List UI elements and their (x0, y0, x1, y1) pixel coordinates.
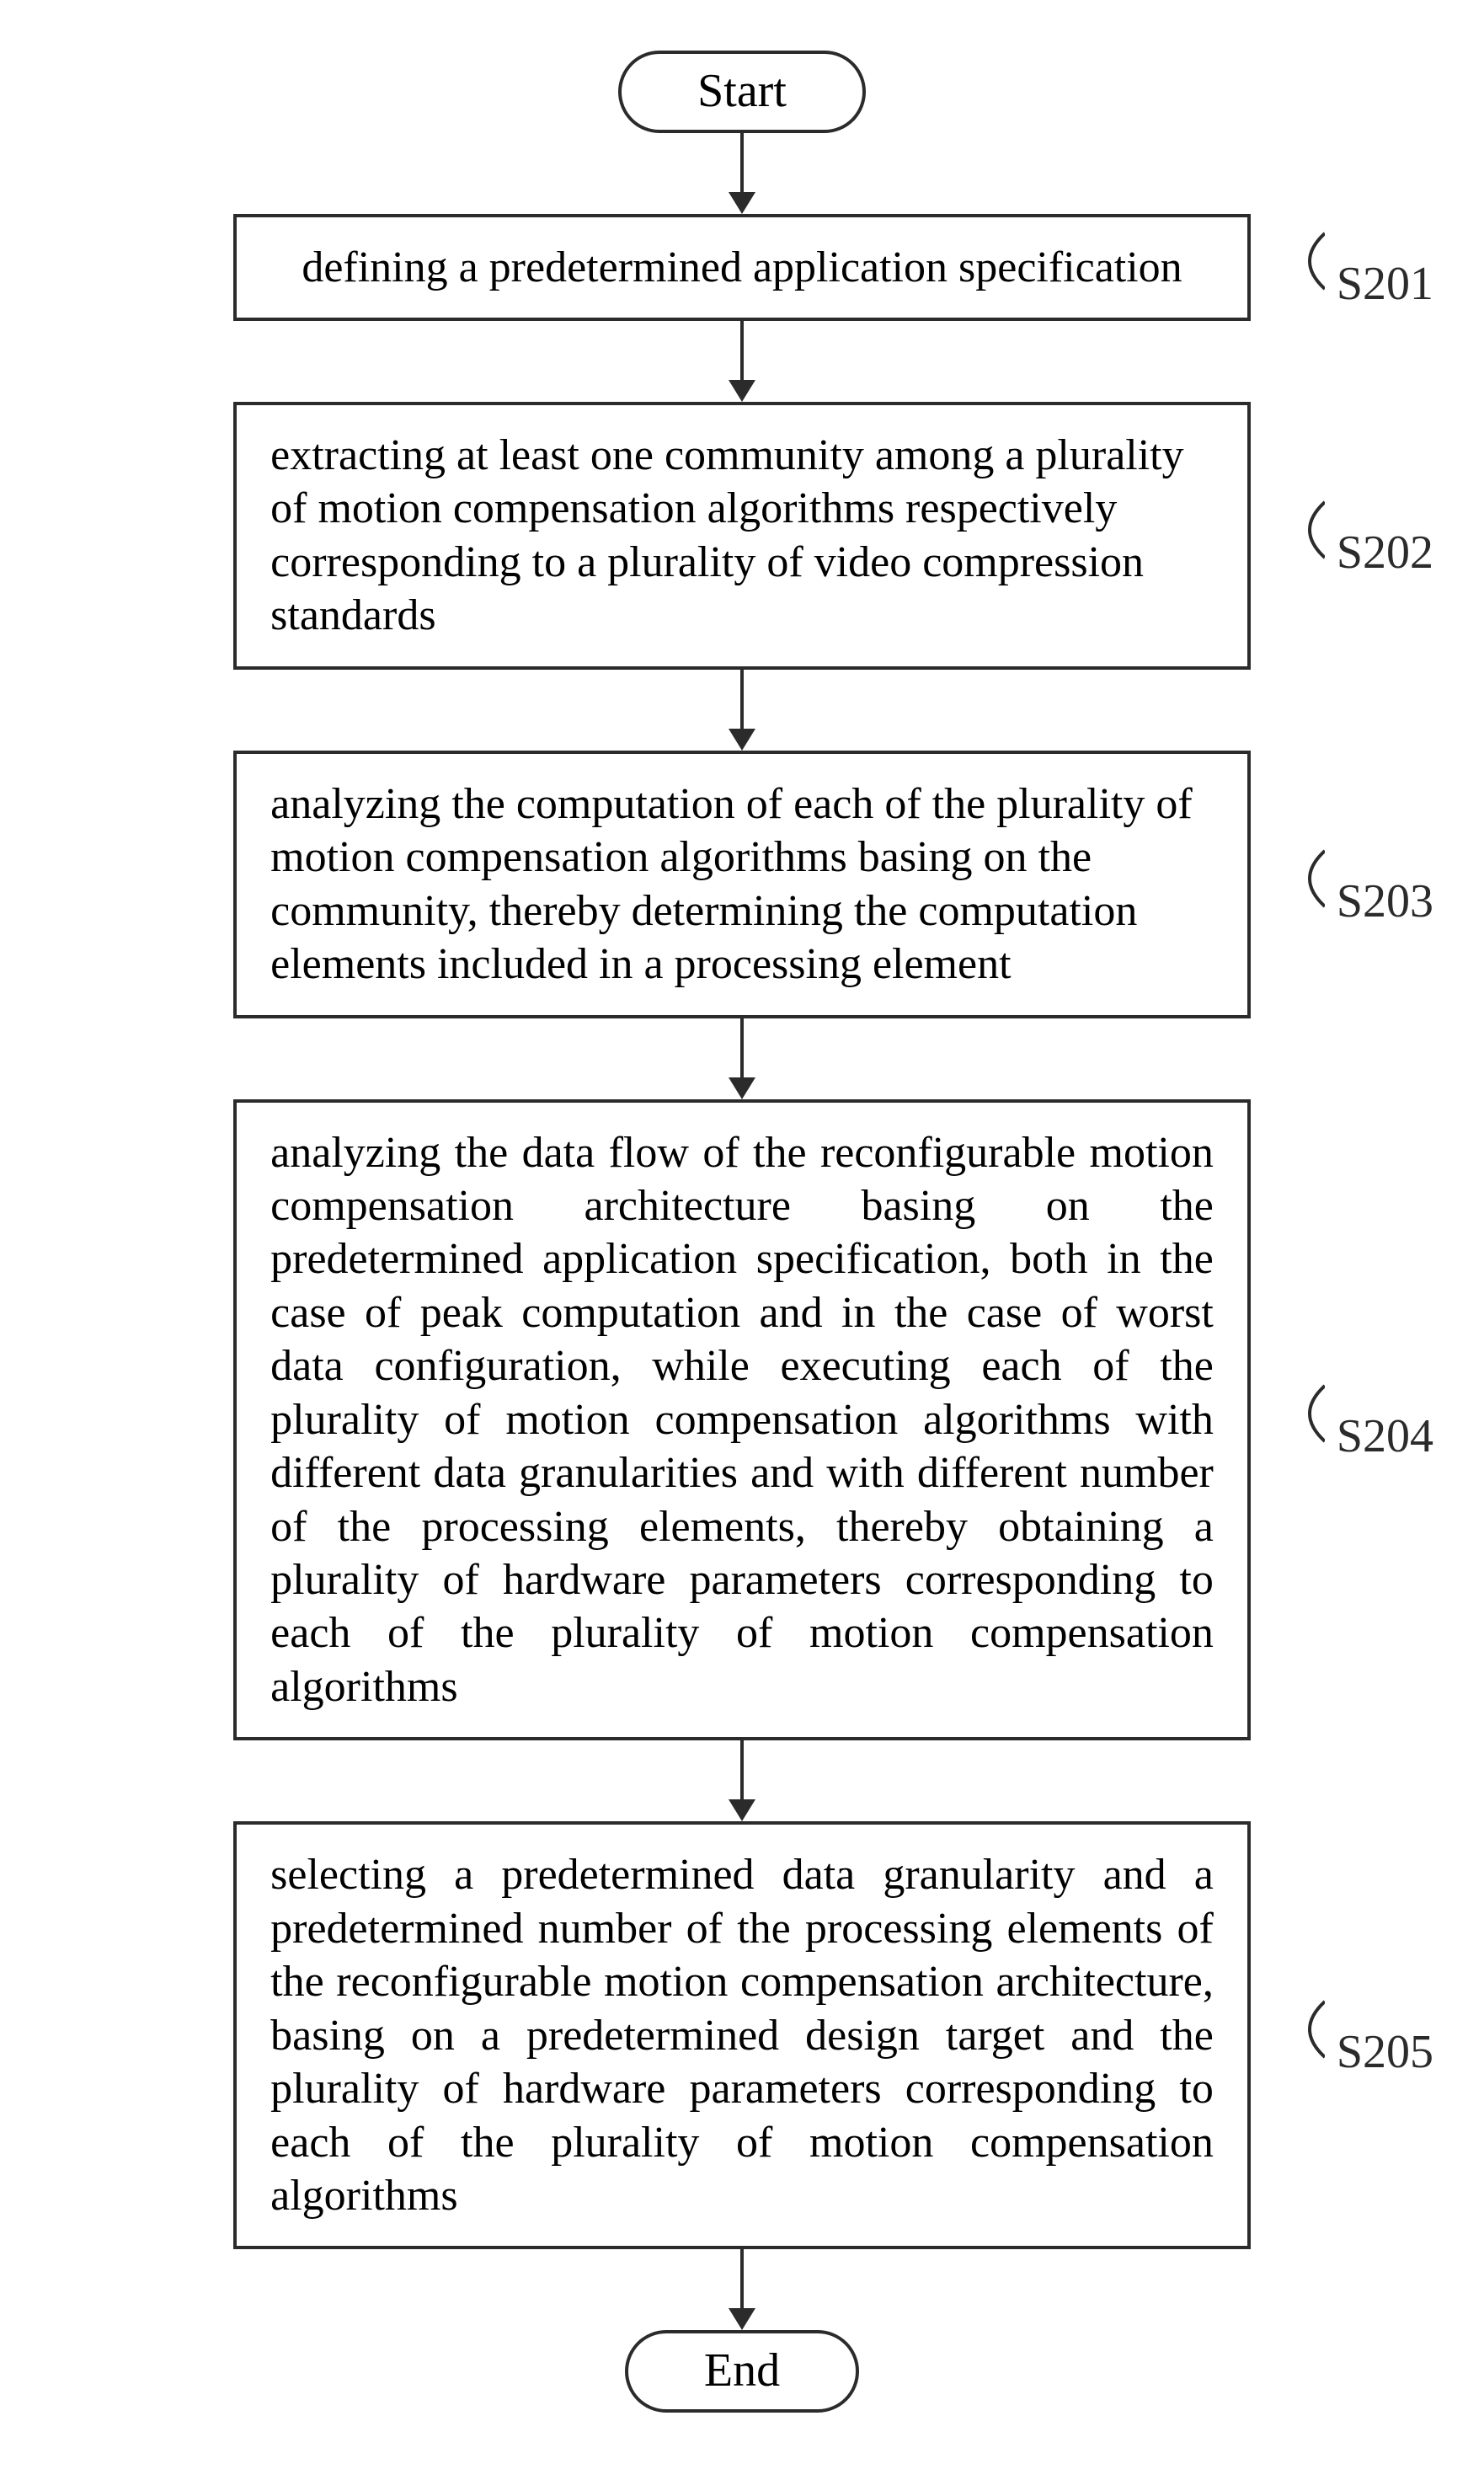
terminal-start: Start (618, 51, 866, 133)
arrow-s205-to-end (729, 2249, 755, 2330)
step-row-s201: S201 defining a predetermined applicatio… (51, 214, 1433, 321)
step-label-s203: S203 (1251, 841, 1433, 928)
step-id-s205: S205 (1337, 2026, 1433, 2078)
label-curve-icon (1288, 841, 1325, 917)
step-row-s203: S203 analyzing the computation of each o… (51, 751, 1433, 1018)
arrow-s201-to-s202 (729, 321, 755, 402)
flowchart-canvas: Start S201 defining a predetermined appl… (0, 0, 1484, 2480)
arrow-head (729, 192, 755, 214)
arrow-head (729, 1799, 755, 1821)
arrow-head (729, 380, 755, 402)
step-label-s205: S205 (1251, 1991, 1433, 2079)
step-row-s202: S202 extracting at least one community a… (51, 402, 1433, 670)
arrow-shaft (740, 1740, 744, 1799)
step-id-s203: S203 (1337, 875, 1433, 927)
terminal-end-row: End (51, 2330, 1433, 2413)
step-s205: selecting a predetermined data granulari… (233, 1821, 1251, 2249)
step-label-s202: S202 (1251, 492, 1433, 580)
label-curve-icon (1288, 1376, 1325, 1451)
label-curve-icon (1288, 223, 1325, 299)
step-row-s205: S205 selecting a predetermined data gran… (51, 1821, 1433, 2249)
arrow-head (729, 729, 755, 751)
arrow-shaft (740, 1018, 744, 1077)
step-s203: analyzing the computation of each of the… (233, 751, 1251, 1018)
arrow-shaft (740, 670, 744, 729)
arrow-start-to-s201 (729, 133, 755, 214)
arrow-s203-to-s204 (729, 1018, 755, 1099)
step-s204: analyzing the data flow of the reconfigu… (233, 1099, 1251, 1741)
arrow-head (729, 2308, 755, 2330)
step-row-s204: S204 analyzing the data flow of the reco… (51, 1099, 1433, 1741)
step-id-s204: S204 (1337, 1410, 1433, 1462)
arrow-s204-to-s205 (729, 1740, 755, 1821)
terminal-end: End (625, 2330, 859, 2413)
step-id-s201: S201 (1337, 258, 1433, 310)
arrow-shaft (740, 321, 744, 380)
step-s201: defining a predetermined application spe… (233, 214, 1251, 321)
label-curve-icon (1288, 492, 1325, 568)
step-label-s204: S204 (1251, 1376, 1433, 1463)
step-label-s201: S201 (1251, 223, 1433, 311)
label-curve-icon (1288, 1991, 1325, 2067)
step-id-s202: S202 (1337, 526, 1433, 579)
arrow-shaft (740, 133, 744, 192)
arrow-s202-to-s203 (729, 670, 755, 751)
terminal-start-row: Start (51, 51, 1433, 133)
arrow-shaft (740, 2249, 744, 2308)
arrow-head (729, 1077, 755, 1099)
step-s202: extracting at least one community among … (233, 402, 1251, 670)
